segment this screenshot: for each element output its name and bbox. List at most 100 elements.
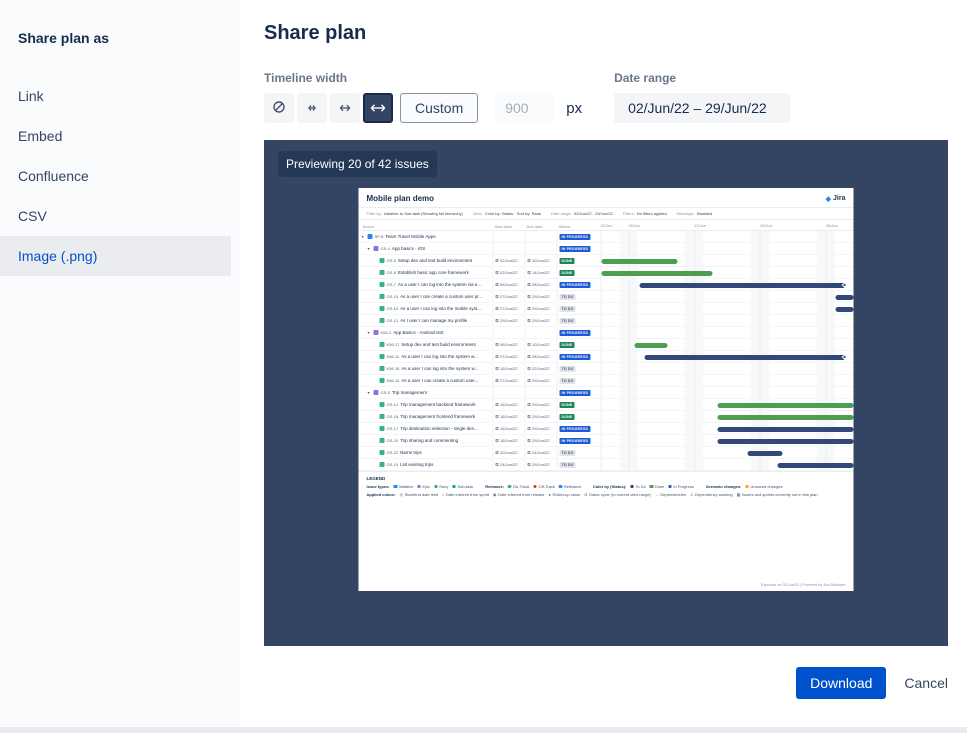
plan-meta-value: Initiative to Sub-task (Showing full hie…: [382, 211, 463, 216]
plan-rows: ▾ SP-8 Team Travel Mobile Apps IN PROGRESS ▾…: [358, 231, 854, 471]
status-chip: IN PROGRESS: [559, 389, 591, 396]
download-button[interactable]: Download: [796, 667, 887, 699]
plan-meta-label: Filter by:: [366, 211, 382, 216]
plan-row-GS-12: GS-12 As I user I can manage my profile 29…: [358, 315, 854, 327]
plan-meta-value: 02/Jun/22 - 29/Jun/22: [572, 211, 613, 216]
due-date-cell-value: 29/Jun/22: [532, 402, 550, 407]
start-date-cell-value: 15/Jun/22: [500, 366, 518, 371]
legend-item: Epic: [417, 484, 430, 489]
issue-scope-cell: ▾ GS-5 Trip management: [359, 387, 493, 398]
date-range-value[interactable]: 02/Jun/22 – 29/Jun/22: [614, 93, 791, 123]
legend-group: Color by (Status): To Do Done In Progress: [593, 484, 694, 489]
legend-glyph-icon: ●: [548, 492, 551, 497]
legend-item: In Progress: [668, 484, 694, 489]
legend-item-label: Initiative: [398, 484, 414, 489]
width-medium-button[interactable]: [330, 93, 360, 123]
sidebar-item-embed[interactable]: Embed: [18, 128, 63, 144]
plan-meta-value: No filters applied: [635, 211, 667, 216]
due-date-cell: 24/Jun/22: [524, 447, 557, 458]
status-chip: IN PROGRESS: [559, 353, 591, 360]
legend-swatch: [630, 484, 634, 489]
width-large-button[interactable]: [363, 93, 393, 123]
timeline-tick: 12/Jun: [694, 223, 707, 228]
width-small-button[interactable]: [297, 93, 327, 123]
start-date-cell: [492, 231, 525, 242]
issue-scope-cell: GS-17 Trip destination selection - single…: [359, 423, 493, 434]
status-chip: TO DO: [559, 461, 576, 468]
status-chip: IN PROGRESS: [559, 425, 591, 432]
expander-icon[interactable]: ▾: [367, 390, 370, 395]
due-date-cell-value: 29/Jun/22: [532, 294, 550, 299]
timeline-tick: 02/Jun: [600, 223, 613, 228]
jira-logo: ◆ Jira: [826, 195, 846, 203]
gantt-bar: [601, 270, 713, 276]
start-date-cell-value: 24/Jun/22: [500, 462, 518, 467]
expander-icon[interactable]: ▾: [367, 330, 370, 335]
calendar-icon: [495, 379, 499, 382]
due-date-cell-value: 29/Jun/22: [532, 318, 550, 323]
status-chip: TO DO: [559, 449, 576, 456]
issue-type-icon: [379, 258, 385, 263]
calendar-icon: [527, 439, 531, 442]
due-date-cell: 29/Jun/22: [524, 291, 557, 302]
sidebar-item-link[interactable]: Link: [18, 88, 44, 104]
issue-scope-cell: GS-8 Establish basic app core framework: [359, 267, 493, 278]
sidebar-item-csv[interactable]: CSV: [18, 208, 47, 224]
calendar-icon: [495, 307, 499, 310]
calendar-icon: [495, 343, 499, 346]
gantt-bar: [639, 282, 846, 288]
start-date-cell: 27/Jun/22: [492, 303, 525, 314]
legend-item-label: Released: [563, 484, 581, 489]
cancel-button[interactable]: Cancel: [904, 675, 948, 691]
timeline-cell: [600, 279, 854, 290]
calendar-icon: [527, 283, 531, 286]
plan-row-K06-17: K06-17 Setup dev and test build environme…: [358, 339, 854, 351]
issue-summary: Establish basic app core framework: [397, 270, 469, 275]
due-date-cell-value: 28/Jun/22: [532, 354, 550, 359]
plan-row-GS-5: ▾ GS-5 Trip management IN PROGRESS: [358, 387, 854, 399]
due-date-cell: 29/Jun/22: [524, 435, 557, 446]
status-cell: DONE: [556, 267, 601, 278]
calendar-icon: [527, 271, 531, 274]
plan-meta-label: Filters:: [622, 211, 635, 216]
status-chip: IN PROGRESS: [559, 233, 591, 240]
issue-type-icon: [379, 438, 385, 443]
legend-item-label: Start/end date limit: [404, 492, 438, 497]
issue-scope-cell: K06-11 As a user I can log into the syste…: [359, 351, 493, 362]
due-date-cell-value: 29/Jun/22: [532, 438, 550, 443]
sidebar-item-confluence[interactable]: Confluence: [18, 168, 89, 184]
start-date-cell: 15/Jun/22: [492, 363, 525, 374]
calendar-icon: [527, 295, 531, 298]
start-date-cell: 16/Jun/22: [492, 411, 525, 422]
issue-summary: Trip management frontend framework: [400, 414, 476, 419]
due-date-cell: 29/Jun/22: [524, 459, 557, 470]
width-input[interactable]: [495, 93, 556, 123]
issue-key: GS-14: [386, 402, 399, 407]
col-due-date: Due date: [526, 224, 543, 229]
preview-count-badge: Previewing 20 of 42 issues: [278, 151, 437, 177]
no-width-icon: [272, 100, 286, 117]
plan-meta-item: Filter by: Initiative to Sub-task (Showi…: [367, 211, 463, 216]
issue-summary: Setup dev and test build environment: [397, 258, 473, 263]
legend-item-label: Issues and sprints currently not in this…: [741, 492, 818, 497]
status-cell: TO DO: [556, 447, 601, 458]
start-date-cell: 16/Jun/22: [492, 423, 525, 434]
width-none-button[interactable]: [264, 93, 294, 123]
expander-icon[interactable]: ▾: [367, 246, 370, 251]
issue-scope-cell: ▾ K06-2 App Basics - Android test: [359, 327, 493, 338]
legend-swatch: [649, 484, 654, 489]
start-date-cell-value: 16/Jun/22: [500, 426, 518, 431]
issue-summary: List existing trips: [400, 462, 434, 467]
issue-key: K06-11: [386, 354, 400, 359]
legend-swatch: [507, 484, 512, 489]
due-date-cell-value: 22/Jun/22: [532, 366, 550, 371]
expander-icon[interactable]: ▾: [361, 234, 364, 239]
calendar-icon: [495, 295, 499, 298]
issue-key: GS-8: [386, 270, 396, 275]
issue-key: GS-22: [386, 450, 399, 455]
sidebar-item-image-png[interactable]: Image (.png): [0, 236, 231, 276]
status-cell: IN PROGRESS: [556, 423, 601, 434]
due-date-cell: 22/Jun/22: [524, 363, 557, 374]
custom-width-button[interactable]: Custom: [400, 93, 479, 123]
plan-row-GS-7: GS-7 As a user I can log into the system …: [358, 279, 854, 291]
